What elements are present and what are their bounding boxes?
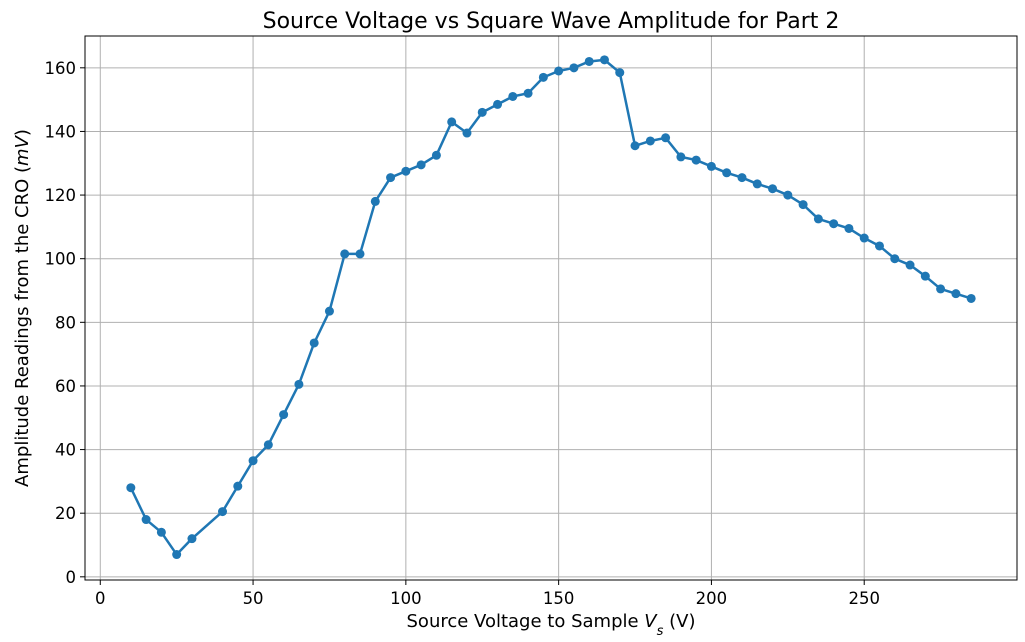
data-point xyxy=(279,410,289,420)
data-point xyxy=(187,534,197,544)
chart-title: Source Voltage vs Square Wave Amplitude … xyxy=(263,9,840,34)
data-point xyxy=(156,527,166,537)
data-point xyxy=(676,152,686,162)
data-point xyxy=(661,133,671,143)
y-tick-label: 20 xyxy=(55,504,76,523)
data-point xyxy=(218,507,228,517)
y-tick-label: 160 xyxy=(45,59,77,78)
data-point xyxy=(599,55,609,65)
data-point xyxy=(936,284,946,294)
data-point xyxy=(523,88,533,98)
data-point xyxy=(431,150,441,160)
data-point xyxy=(859,233,869,243)
data-point xyxy=(233,481,243,491)
data-point xyxy=(447,117,457,127)
data-point xyxy=(324,306,334,316)
data-point xyxy=(248,456,258,466)
data-point xyxy=(172,550,182,560)
x-tick-label: 250 xyxy=(848,589,880,608)
data-point xyxy=(569,63,579,73)
data-point xyxy=(126,483,136,493)
data-point xyxy=(829,219,839,229)
data-point xyxy=(890,254,900,264)
data-point xyxy=(615,68,625,78)
y-tick-label: 140 xyxy=(45,122,77,141)
data-series xyxy=(126,55,976,560)
data-point xyxy=(141,515,151,525)
y-tick-label: 0 xyxy=(66,568,77,587)
data-point xyxy=(798,200,808,210)
x-axis-label: Source Voltage to Sample Vs (V) xyxy=(407,611,696,639)
data-point xyxy=(401,166,411,176)
y-axis-label: Amplitude Readings from the CRO (mV) xyxy=(12,129,33,487)
y-tick-label: 120 xyxy=(45,186,77,205)
data-point xyxy=(294,379,304,389)
y-tick-label: 60 xyxy=(55,377,76,396)
x-tick-label: 0 xyxy=(95,589,106,608)
data-point xyxy=(554,66,564,76)
y-tick-label: 100 xyxy=(45,250,77,269)
y-tick-label: 80 xyxy=(55,313,76,332)
data-point xyxy=(920,271,930,281)
y-tick-label: 40 xyxy=(55,441,76,460)
data-point xyxy=(477,107,487,117)
data-point xyxy=(737,173,747,183)
data-point xyxy=(340,249,350,259)
data-point xyxy=(309,338,319,348)
data-point xyxy=(752,179,762,189)
data-point xyxy=(768,184,778,194)
data-point xyxy=(722,168,732,178)
data-point xyxy=(386,173,396,183)
data-point xyxy=(508,91,518,101)
axis-ticks: 0 50 100 150 200 250 0 20 40 60 80 100 120 140 160 xyxy=(45,59,880,608)
series-line xyxy=(129,58,973,556)
data-point xyxy=(813,214,823,224)
data-point xyxy=(370,196,380,206)
data-point xyxy=(493,99,503,109)
data-point xyxy=(706,161,716,171)
data-point xyxy=(630,141,640,151)
data-point xyxy=(584,56,594,66)
data-point xyxy=(844,223,854,233)
x-tick-label: 100 xyxy=(390,589,422,608)
x-tick-label: 50 xyxy=(243,589,264,608)
x-tick-label: 200 xyxy=(696,589,728,608)
plot-area-frame xyxy=(84,35,1018,581)
data-point xyxy=(645,136,655,146)
x-tick-label: 150 xyxy=(543,589,575,608)
data-point xyxy=(263,440,273,450)
data-point xyxy=(538,72,548,82)
data-point xyxy=(905,260,915,270)
data-point xyxy=(874,241,884,251)
data-point xyxy=(966,293,976,303)
data-point xyxy=(355,249,365,259)
data-point xyxy=(783,190,793,200)
data-point xyxy=(462,128,472,138)
data-point xyxy=(951,289,961,299)
data-point xyxy=(691,155,701,165)
grid-lines xyxy=(85,36,1017,580)
data-point xyxy=(416,160,426,170)
